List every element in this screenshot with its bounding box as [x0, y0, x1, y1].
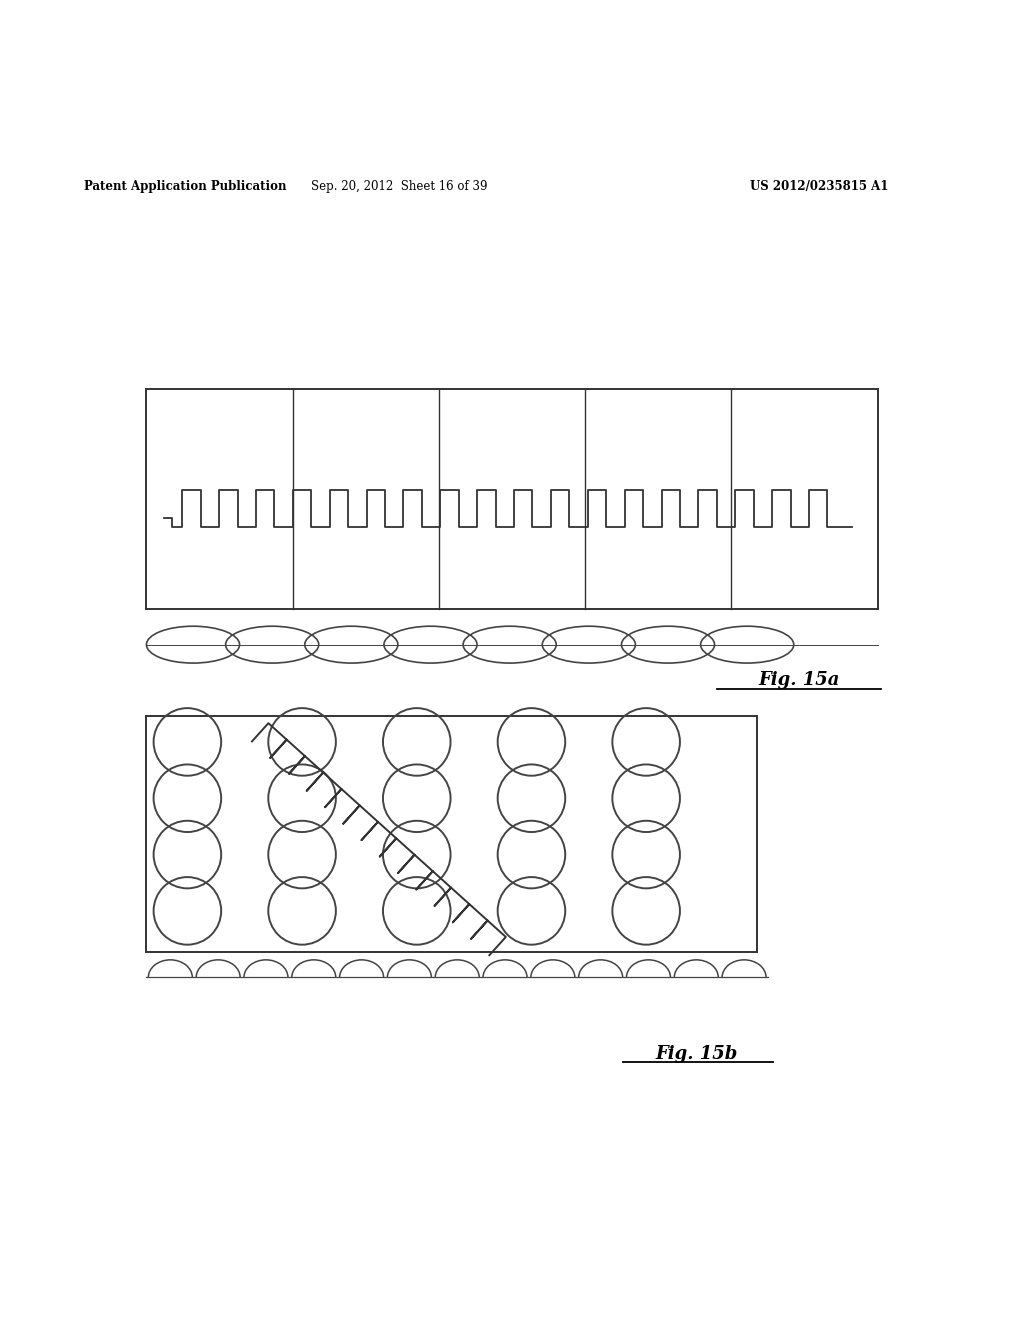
Bar	[146, 717, 757, 952]
Text: US 2012/0235815 A1: US 2012/0235815 A1	[750, 181, 889, 194]
Text: Fig. 15a: Fig. 15a	[758, 672, 840, 689]
Text: Patent Application Publication: Patent Application Publication	[84, 181, 287, 194]
Text: Sep. 20, 2012  Sheet 16 of 39: Sep. 20, 2012 Sheet 16 of 39	[311, 181, 487, 194]
Text: Fig. 15b: Fig. 15b	[655, 1045, 737, 1063]
Bar	[146, 388, 878, 609]
